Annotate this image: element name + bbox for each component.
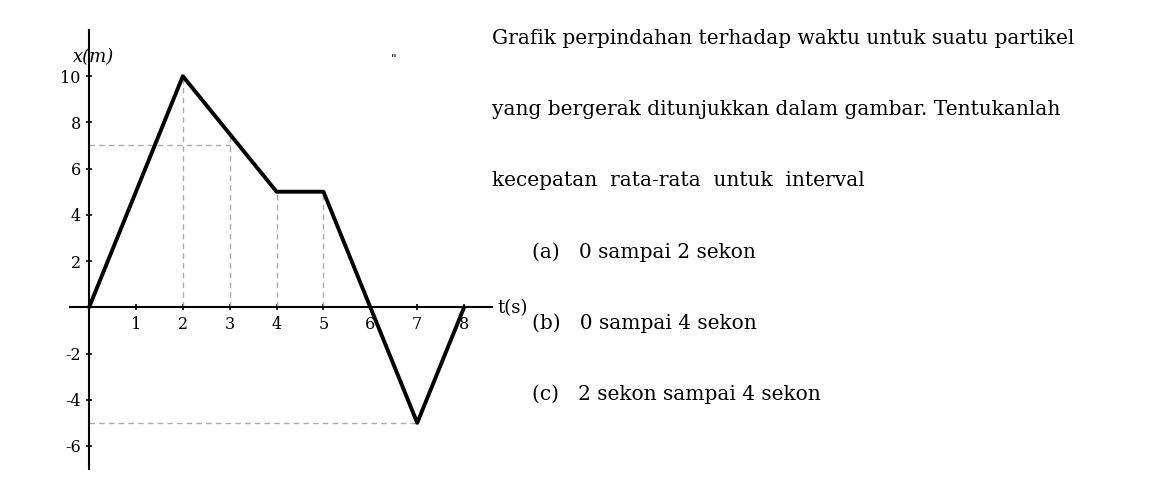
Text: kecepatan  rata-rata  untuk  interval: kecepatan rata-rata untuk interval xyxy=(492,171,865,190)
Text: ": " xyxy=(391,53,396,66)
Text: (c)   2 sekon sampai 4 sekon: (c) 2 sekon sampai 4 sekon xyxy=(532,385,820,404)
Text: x(m): x(m) xyxy=(73,48,114,66)
Text: (a)   0 sampai 2 sekon: (a) 0 sampai 2 sekon xyxy=(532,242,756,262)
Text: yang bergerak ditunjukkan dalam gambar. Tentukanlah: yang bergerak ditunjukkan dalam gambar. … xyxy=(492,100,1061,119)
Text: (b)   0 sampai 4 sekon: (b) 0 sampai 4 sekon xyxy=(532,313,756,333)
Text: t(s): t(s) xyxy=(497,299,527,317)
Text: Grafik perpindahan terhadap waktu untuk suatu partikel: Grafik perpindahan terhadap waktu untuk … xyxy=(492,29,1075,48)
